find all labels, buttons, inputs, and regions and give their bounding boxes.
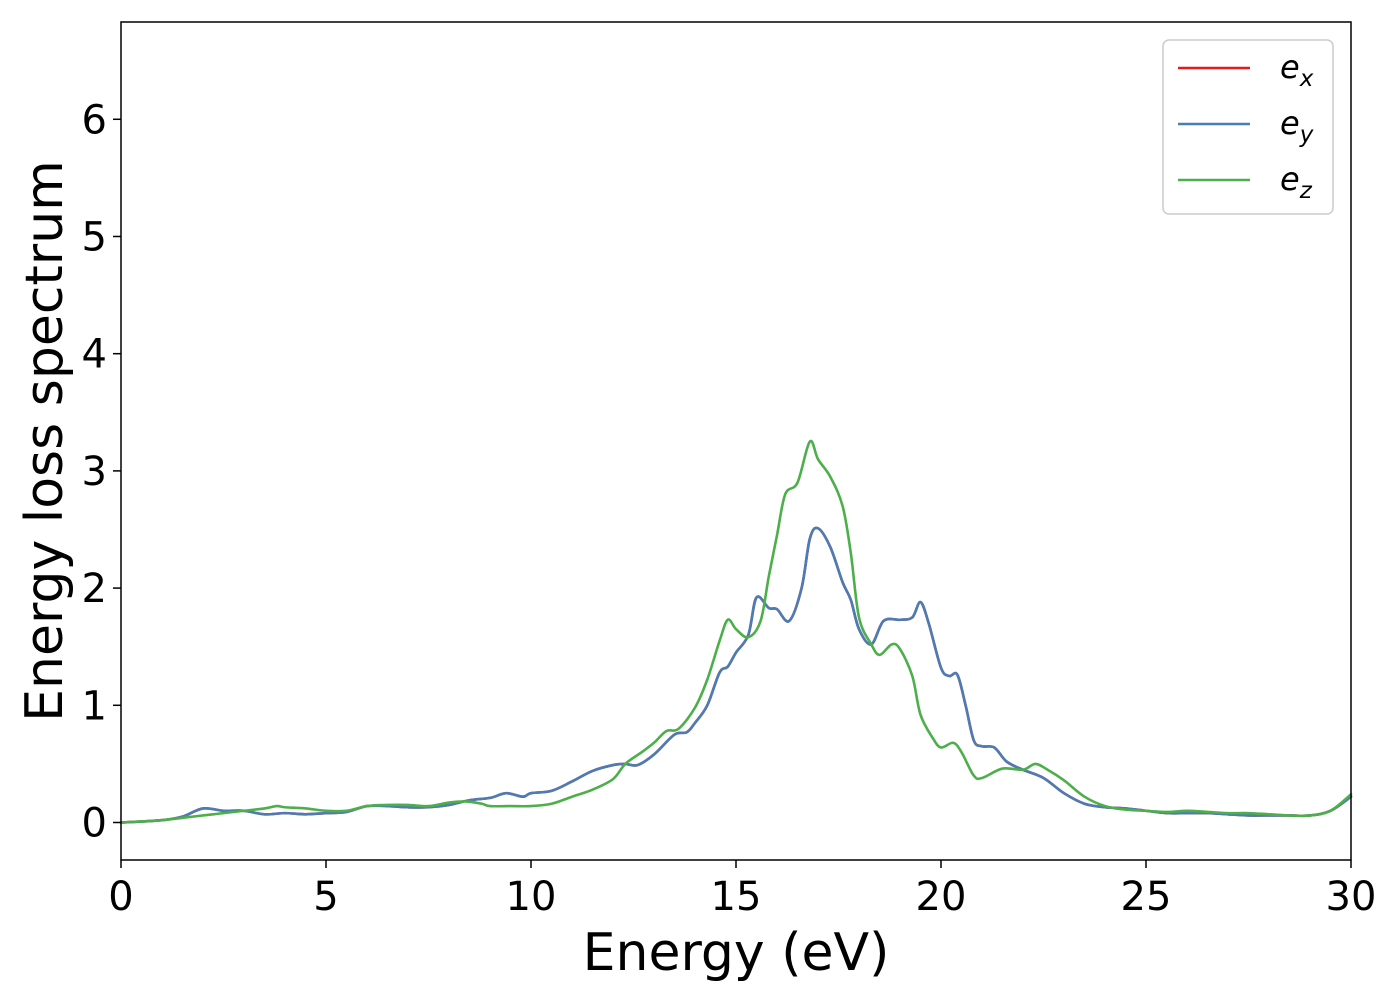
x-tick-label: 5 [313,874,338,920]
legend-box [1162,39,1334,215]
y-axis-ticks: 0 1 2 3 4 5 6 [82,97,121,846]
x-tick-label: 0 [108,874,133,920]
x-tick-label: 10 [506,874,557,920]
y-tick-label: 4 [82,332,107,378]
x-tick-label: 30 [1326,874,1377,920]
x-tick-label: 25 [1121,874,1172,920]
x-tick-label: 20 [916,874,967,920]
series-line-ez [119,439,1353,824]
y-tick-label: 1 [82,683,107,729]
y-axis-label: Energy loss spectrum [15,160,75,722]
x-axis-label: Energy (eV) [583,923,890,983]
y-tick-label: 6 [82,97,107,143]
y-tick-label: 5 [82,214,107,260]
x-tick-label: 15 [711,874,762,920]
series-line-ex [119,526,1353,824]
series-layer [119,439,1353,824]
legend-label-subscript: x [1299,66,1314,92]
y-tick-label: 0 [82,800,107,846]
legend-label-subscript: y [1299,122,1314,148]
y-tick-label: 2 [82,566,107,612]
x-axis-ticks: 0 5 10 15 20 25 30 [108,860,1376,920]
series-line-ey [119,526,1353,824]
y-tick-label: 3 [82,449,107,495]
legend-label-subscript: z [1299,178,1313,204]
